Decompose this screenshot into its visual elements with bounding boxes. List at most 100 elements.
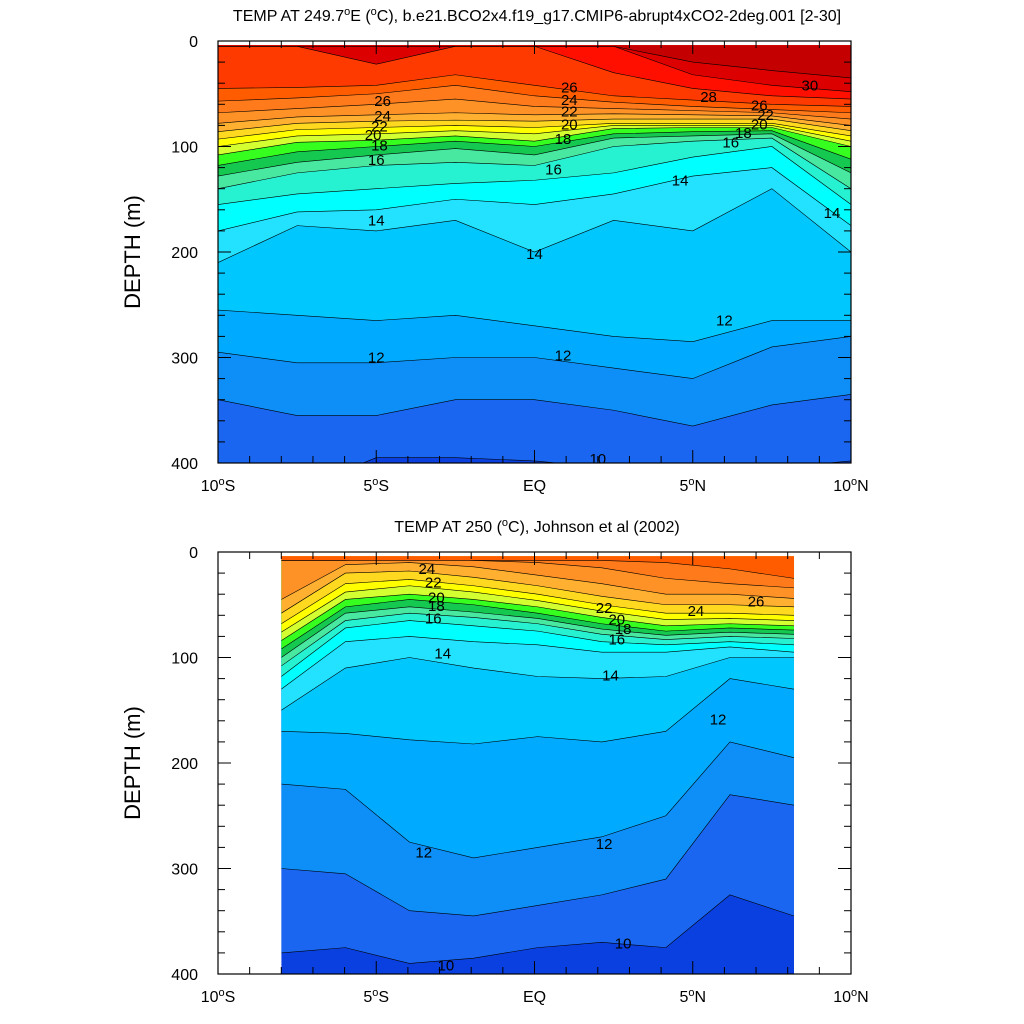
x-tick-label: EQ: [523, 989, 546, 1006]
contour-label: 16: [722, 134, 739, 151]
y-axis-label: DEPTH (m): [120, 195, 145, 309]
contour-band-26: [281, 556, 795, 579]
contour-label: 20: [428, 589, 445, 606]
isotherm-12: [281, 741, 795, 859]
isotherm-15: [281, 636, 795, 690]
contour-label: 20: [751, 116, 768, 133]
isotherm-26: [218, 85, 851, 114]
y-tick-label: 200: [171, 756, 198, 773]
contour-label: 14: [526, 246, 543, 263]
contour-label: 22: [596, 600, 613, 617]
isotherm-10: [281, 894, 795, 964]
y-tick-label: 100: [171, 140, 198, 157]
x-tick-label: 10oN: [833, 476, 868, 495]
chart-title: TEMP AT 249.7oE (oC), b.e21.BCO2x4.f19_g…: [233, 6, 841, 25]
contour-label: 20: [608, 612, 625, 629]
contour-label: 26: [751, 97, 768, 114]
contour-label: 14: [824, 205, 841, 222]
isotherm-22: [218, 122, 851, 140]
isotherm-21: [281, 585, 795, 633]
contour-label: 24: [561, 92, 578, 109]
isotherm-23: [218, 118, 851, 133]
contour-label: 24: [688, 603, 705, 620]
contour-label: 22: [757, 107, 774, 124]
contour-label: 14: [368, 212, 385, 229]
isotherm-13: [281, 678, 795, 745]
y-axis-label: DEPTH (m): [120, 706, 145, 820]
isotherm-13: [218, 309, 851, 342]
contour-label: 18: [371, 137, 388, 154]
contour-label: 20: [365, 127, 382, 144]
contour-label: 12: [368, 350, 385, 367]
isotherm-24: [218, 112, 851, 126]
contour-label: 10: [438, 958, 455, 975]
contour-label: 30: [802, 77, 819, 94]
x-tick-label: 10oS: [201, 476, 236, 495]
isotherm-19: [218, 130, 851, 166]
contour-label: 28: [700, 89, 717, 106]
contour-label: 18: [555, 131, 572, 148]
contour-label: 10: [615, 935, 632, 952]
isotherm-24: [281, 562, 795, 600]
contour-label: 12: [415, 845, 432, 862]
isotherm-21: [218, 125, 851, 147]
contour-label: 16: [545, 162, 562, 179]
model-temperature-chart: TEMP AT 249.7oE (oC), b.e21.BCO2x4.f19_g…: [120, 6, 869, 495]
y-tick-label: 100: [171, 651, 198, 668]
x-tick-label: 5oS: [363, 476, 389, 495]
x-tick-label: 5oN: [679, 987, 706, 1006]
y-tick-label: 300: [171, 351, 198, 368]
isotherm-25: [218, 98, 851, 120]
x-tick-label: 10oN: [833, 987, 868, 1006]
isotherm-11: [281, 794, 795, 917]
isotherm-18: [281, 606, 795, 658]
isotherm-20: [218, 127, 851, 156]
contour-label: 12: [716, 313, 733, 330]
chart-title: TEMP AT 250 (oC), Johnson et al (2002): [394, 517, 679, 536]
isotherm-17: [218, 137, 851, 189]
contour-label: 22: [561, 104, 578, 121]
x-tick-label: 5oN: [679, 476, 706, 495]
contour-label: 14: [602, 667, 619, 684]
isotherm-11: [218, 394, 851, 427]
observed-temperature-chart: TEMP AT 250 (oC), Johnson et al (2002) D…: [120, 517, 869, 1006]
contour-label: 14: [434, 645, 451, 662]
contour-label: 14: [672, 172, 689, 189]
isotherm-18: [218, 133, 851, 177]
contour-field: 2624222018161412262422201816141210283026…: [218, 45, 851, 463]
isotherm-17: [281, 612, 795, 667]
x-tick-label: EQ: [523, 478, 546, 495]
isotherm-19: [281, 599, 795, 650]
isotherm-26: [281, 560, 795, 579]
contour-label: 26: [374, 93, 391, 110]
contour-label: 12: [555, 347, 572, 364]
contour-band-25: [281, 556, 795, 588]
y-tick-label: 200: [171, 245, 198, 262]
contour-label: 12: [596, 836, 613, 853]
contour-label: 18: [615, 621, 632, 638]
x-tick-label: 5oS: [363, 987, 389, 1006]
isotherm-16: [218, 146, 851, 205]
isotherm-14: [281, 657, 795, 711]
y-tick-label: 300: [171, 862, 198, 879]
contour-label: 18: [735, 125, 752, 142]
isotherm-16: [281, 620, 795, 677]
contour-label: 20: [561, 116, 578, 133]
isotherm-23: [281, 570, 795, 614]
contour-label: 24: [419, 561, 436, 578]
isotherm-14: [218, 188, 851, 263]
isotherm-22: [281, 579, 795, 624]
y-tick-label: 0: [189, 545, 198, 562]
isotherm-15: [218, 167, 851, 232]
isotherm-20: [281, 593, 795, 641]
contour-label: 22: [371, 118, 388, 135]
contour-label: 24: [374, 108, 391, 125]
contour-label: 26: [748, 594, 765, 611]
contour-label: 16: [608, 632, 625, 649]
contour-label: 16: [368, 152, 385, 169]
isotherm-12: [218, 336, 851, 379]
